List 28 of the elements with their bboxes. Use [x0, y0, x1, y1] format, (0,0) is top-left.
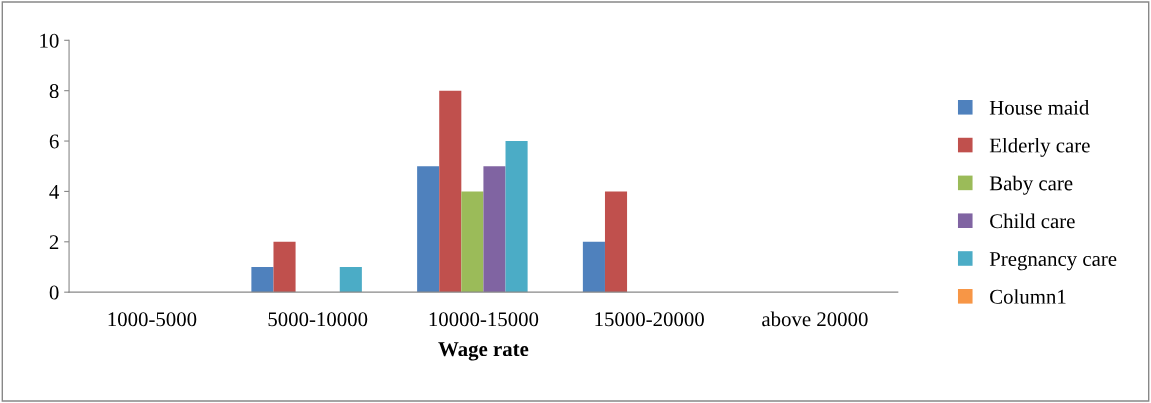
- legend-label: Pregnancy care: [989, 252, 1117, 271]
- y-tick-label: 8: [49, 84, 59, 99]
- y-tick-label: 4: [49, 184, 60, 199]
- legend-label: Column1: [990, 289, 1066, 304]
- y-tick-label: 2: [49, 235, 59, 250]
- x-tick-label: 5000-10000: [268, 312, 368, 327]
- legend-label: Elderly care: [989, 137, 1090, 157]
- bar: [582, 241, 605, 293]
- x-tick-label: 15000-20000: [595, 312, 704, 327]
- x-axis-title: Wage rate: [438, 342, 529, 361]
- bar: [604, 191, 628, 293]
- x-tick-label: 10000-15000: [429, 312, 539, 327]
- legend-label: Child care: [990, 213, 1075, 229]
- bar: [417, 166, 440, 293]
- bar: [339, 266, 362, 293]
- bar: [439, 90, 462, 293]
- bar: [273, 241, 296, 293]
- bar: [251, 266, 274, 293]
- legend-label: Baby care: [989, 175, 1073, 195]
- y-tick-label: 6: [49, 134, 59, 149]
- bar: [461, 191, 484, 293]
- bar: [505, 141, 528, 293]
- bar: [483, 166, 506, 293]
- y-tick-label: 10: [40, 33, 59, 48]
- x-tick-label: above 20000: [762, 311, 868, 327]
- x-tick-label: 1000-5000: [108, 312, 197, 327]
- legend-label: House maid: [989, 100, 1090, 115]
- y-tick-label: 0: [49, 285, 59, 300]
